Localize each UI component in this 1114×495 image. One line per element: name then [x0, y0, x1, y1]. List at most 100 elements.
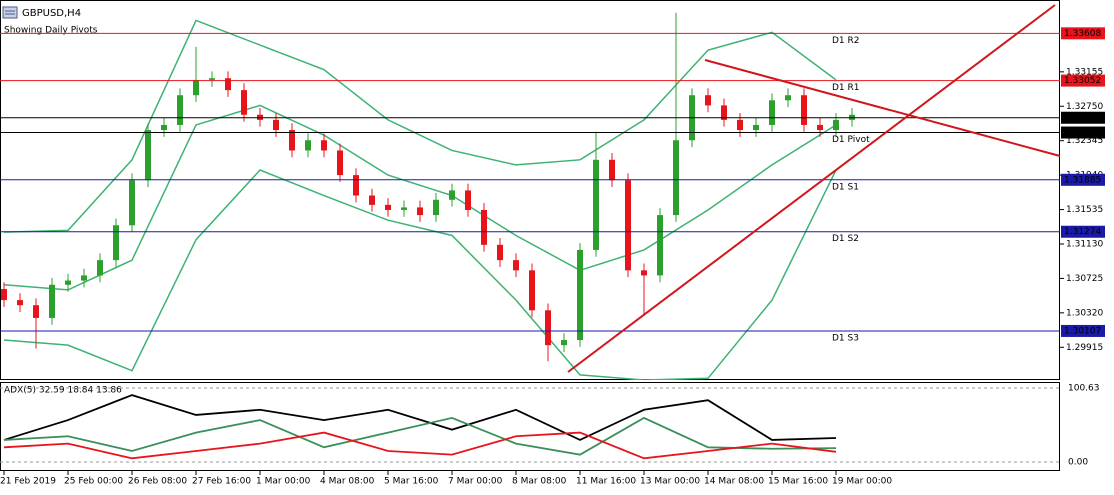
y-tick-label: 1.30320	[1066, 308, 1103, 318]
price-box-label: 1.32441	[1064, 128, 1101, 138]
x-tick-label: 26 Feb 08:00	[128, 477, 187, 487]
x-tick-label: 27 Feb 16:00	[192, 477, 251, 487]
x-tick-label: 19 Mar 00:00	[832, 477, 892, 487]
candle-body	[113, 225, 119, 261]
x-tick-label: 25 Feb 00:00	[64, 477, 123, 487]
candle-body	[449, 190, 455, 200]
candle-body	[193, 79, 199, 96]
candle-body	[529, 270, 535, 311]
pivot-name: D1 R2	[832, 36, 860, 46]
candle-body	[625, 180, 631, 271]
price-panel	[0, 0, 1060, 380]
x-tick-label: 8 Mar 08:00	[512, 477, 567, 487]
candle-body	[737, 119, 743, 131]
price-box-label: 1.33052	[1064, 76, 1101, 86]
candle-body	[497, 244, 503, 261]
price-box	[1061, 126, 1105, 139]
indicator-tick-label: 100.63	[1068, 384, 1100, 394]
x-tick-label: 1 Mar 00:00	[256, 477, 311, 487]
price-box	[1061, 225, 1105, 238]
y-tick-label: 1.32345	[1066, 136, 1103, 146]
candle-body	[385, 204, 391, 210]
indicator-line	[3, 394, 837, 441]
pivot-name: D1 S1	[832, 182, 859, 192]
trend-line	[704, 59, 1061, 157]
candle-body	[209, 78, 215, 80]
x-tick-label: 15 Mar 16:00	[768, 477, 828, 487]
candle-body	[353, 175, 359, 196]
candle-body	[753, 124, 759, 131]
candle-body	[817, 124, 823, 131]
candle-body	[593, 159, 599, 250]
price-box	[1061, 324, 1105, 337]
candle-body	[465, 190, 471, 210]
x-tick-label: 11 Mar 16:00	[576, 477, 636, 487]
band-line	[3, 19, 837, 233]
subtitle: Showing Daily Pivots	[4, 26, 98, 36]
candle-body	[241, 90, 247, 115]
pivot-name: D1 S2	[832, 234, 859, 244]
price-box	[1061, 74, 1105, 87]
x-tick-label: 13 Mar 00:00	[640, 477, 700, 487]
y-tick-label: 1.33155	[1066, 67, 1103, 77]
price-box	[1061, 173, 1105, 186]
candle-body	[145, 130, 151, 181]
candle-body	[721, 105, 727, 120]
candle-body	[641, 270, 647, 276]
candle-body	[481, 209, 487, 245]
x-tick-label: 21 Feb 2019	[0, 477, 56, 487]
price-box-label: 1.31885	[1064, 175, 1101, 185]
candle-body	[129, 180, 135, 226]
candle-body	[705, 95, 711, 106]
indicator-title: ADX(5) 32.59 18.84 13.86	[4, 386, 122, 396]
candle-body	[33, 305, 39, 318]
indicator-line	[3, 431, 837, 460]
candle-body	[673, 140, 679, 216]
y-tick-label: 1.29915	[1066, 343, 1103, 353]
candle-body	[785, 95, 791, 101]
candle-body	[513, 260, 519, 271]
y-tick-label: 1.31535	[1066, 205, 1103, 215]
price-box-label: 1.32615	[1064, 113, 1101, 123]
symbol: GBPUSD,H4	[22, 8, 81, 19]
x-tick-label: 4 Mar 08:00	[320, 477, 375, 487]
price-box-label: 1.31274	[1064, 227, 1101, 237]
pivot-name: D1 R1	[832, 83, 860, 93]
candle-body	[17, 300, 23, 306]
x-tick-label: 7 Mar 00:00	[448, 477, 503, 487]
candle-body	[609, 159, 615, 181]
candle-body	[321, 140, 327, 151]
candle-body	[545, 310, 551, 346]
band-line	[3, 104, 837, 291]
indicator-tick-label: 0.00	[1068, 458, 1088, 468]
candle-body	[801, 95, 807, 125]
candle-body	[657, 215, 663, 276]
y-tick-label: 1.31130	[1066, 239, 1103, 249]
candle-body	[401, 207, 407, 210]
band-line	[3, 169, 837, 380]
candle-body	[49, 284, 55, 318]
candle-body	[305, 140, 311, 151]
indicator-panel	[0, 382, 1060, 471]
candle-body	[177, 95, 183, 125]
price-box-label: 1.30107	[1064, 326, 1101, 336]
candle-body	[833, 119, 839, 131]
candle-body	[97, 260, 103, 276]
candle-body	[769, 100, 775, 125]
toolbar-icon	[2, 6, 18, 19]
y-tick-label: 1.32750	[1066, 102, 1103, 112]
y-tick-label: 1.30725	[1066, 274, 1103, 284]
candle-body	[273, 119, 279, 131]
x-tick-label: 5 Mar 16:00	[384, 477, 439, 487]
candle-body	[225, 78, 231, 91]
candle-body	[81, 275, 87, 281]
candle-body	[369, 195, 375, 205]
candle-body	[433, 199, 439, 216]
x-tick-label: 14 Mar 08:00	[704, 477, 764, 487]
candle-body	[65, 280, 71, 285]
candle-body	[577, 249, 583, 341]
candle-body	[417, 207, 423, 216]
price-plot	[1, 12, 855, 380]
